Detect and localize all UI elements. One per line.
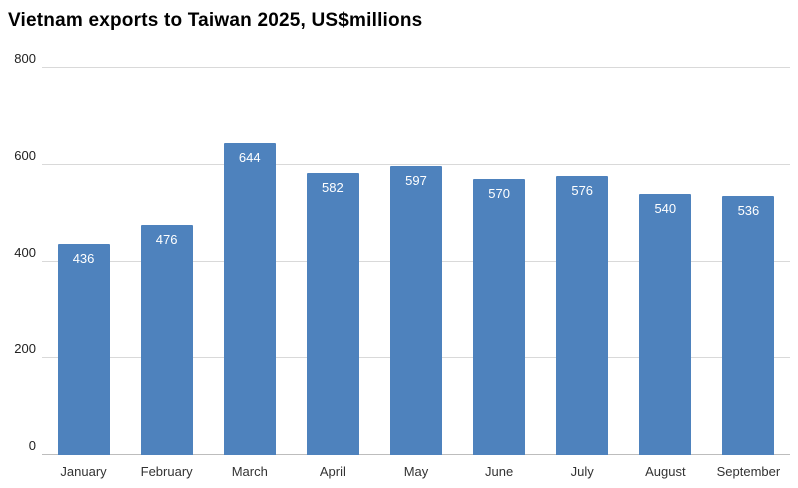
bar-slot: 597 May xyxy=(374,68,457,479)
x-axis-tick-label: September xyxy=(716,464,781,479)
bars-row: 436 January 476 February 644 March 582 April 597… xyxy=(42,68,790,479)
bar-february: 476 xyxy=(140,224,193,455)
bar-value-label: 576 xyxy=(571,183,594,199)
bar-slot: 476 February xyxy=(125,68,208,479)
bar-slot: 582 April xyxy=(291,68,374,479)
x-axis-tick-label: February xyxy=(140,464,193,479)
chart-title: Vietnam exports to Taiwan 2025, US$milli… xyxy=(8,10,423,31)
x-axis-tick-label: May xyxy=(403,464,429,479)
bar-june: 570 xyxy=(473,179,526,455)
x-axis-tick-label: June xyxy=(485,464,514,479)
bar-value-label: 540 xyxy=(654,200,677,216)
x-axis-tick-label: July xyxy=(570,464,594,479)
bar-slot: 644 March xyxy=(208,68,291,479)
bar-value-label: 597 xyxy=(405,173,427,189)
bar-value-label: 536 xyxy=(737,202,760,218)
bar-slot: 436 January xyxy=(42,68,125,479)
bar-slot: 570 June xyxy=(458,68,541,479)
y-axis-tick-label: 600 xyxy=(14,147,36,163)
x-axis-tick-label: August xyxy=(645,464,686,479)
x-axis-tick-label: April xyxy=(319,464,346,479)
bar-january: 436 xyxy=(57,244,110,455)
bar-april: 582 xyxy=(306,173,359,455)
bar-value-label: 644 xyxy=(238,150,261,166)
bar-march: 644 xyxy=(223,143,276,455)
x-axis-tick-label: March xyxy=(231,464,268,479)
bar-value-label: 570 xyxy=(488,186,510,202)
bar-may: 597 xyxy=(389,166,442,455)
y-axis-tick-label: 800 xyxy=(14,51,36,66)
gridline xyxy=(42,163,790,165)
bar-value-label: 582 xyxy=(322,180,344,196)
bar-august: 540 xyxy=(639,193,692,455)
bar-slot: 536 September xyxy=(707,68,790,479)
y-axis-tick-label: 0 xyxy=(28,438,36,453)
plot-area: 0 200 400 600 800 436 January 476 February 644 Mar… xyxy=(14,52,790,479)
x-axis-tick-label: January xyxy=(60,464,107,479)
y-axis-tick-label: 400 xyxy=(14,244,36,260)
gridline xyxy=(42,67,790,68)
bar-value-label: 476 xyxy=(155,231,178,247)
bar-september: 536 xyxy=(722,195,775,455)
y-axis-tick-label: 200 xyxy=(14,341,36,357)
bar-slot: 576 July xyxy=(541,68,624,479)
bar-slot: 540 August xyxy=(624,68,707,479)
bar-value-label: 436 xyxy=(72,251,95,267)
bar-july: 576 xyxy=(556,176,609,455)
